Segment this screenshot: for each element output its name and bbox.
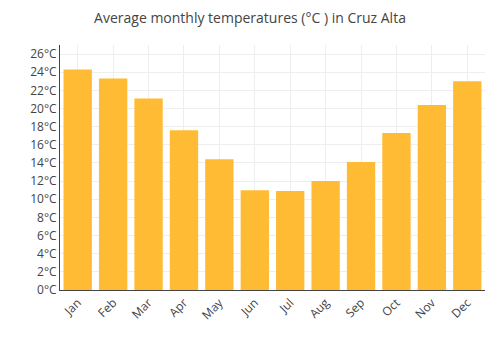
svg-text:Sep: Sep — [341, 294, 368, 321]
svg-text:16°C: 16°C — [30, 136, 57, 153]
svg-text:May: May — [198, 294, 227, 323]
svg-text:12°C: 12°C — [30, 172, 57, 189]
svg-text:10°C: 10°C — [30, 190, 57, 207]
svg-text:14°C: 14°C — [30, 154, 57, 171]
svg-text:4°C: 4°C — [37, 245, 57, 262]
svg-text:24°C: 24°C — [30, 63, 57, 80]
svg-text:26°C: 26°C — [30, 45, 57, 62]
svg-text:6°C: 6°C — [37, 227, 57, 244]
svg-text:Feb: Feb — [94, 294, 120, 320]
svg-text:22°C: 22°C — [30, 82, 57, 99]
svg-text:Aug: Aug — [305, 294, 333, 322]
svg-text:2°C: 2°C — [37, 263, 57, 280]
svg-text:Jul: Jul — [275, 294, 297, 316]
svg-text:Jun: Jun — [236, 294, 261, 319]
svg-text:Dec: Dec — [447, 294, 474, 321]
svg-text:Oct: Oct — [378, 294, 404, 320]
svg-text:18°C: 18°C — [30, 118, 57, 135]
svg-text:0°C: 0°C — [37, 281, 57, 298]
svg-text:Mar: Mar — [128, 294, 156, 322]
svg-text:Jan: Jan — [60, 294, 85, 319]
svg-text:8°C: 8°C — [37, 209, 57, 226]
svg-text:20°C: 20°C — [30, 100, 57, 117]
svg-text:Nov: Nov — [411, 294, 439, 322]
svg-text:Apr: Apr — [165, 294, 191, 320]
svg-text:Average monthly temperatures (: Average monthly temperatures (°C ) in Cr… — [94, 8, 406, 27]
